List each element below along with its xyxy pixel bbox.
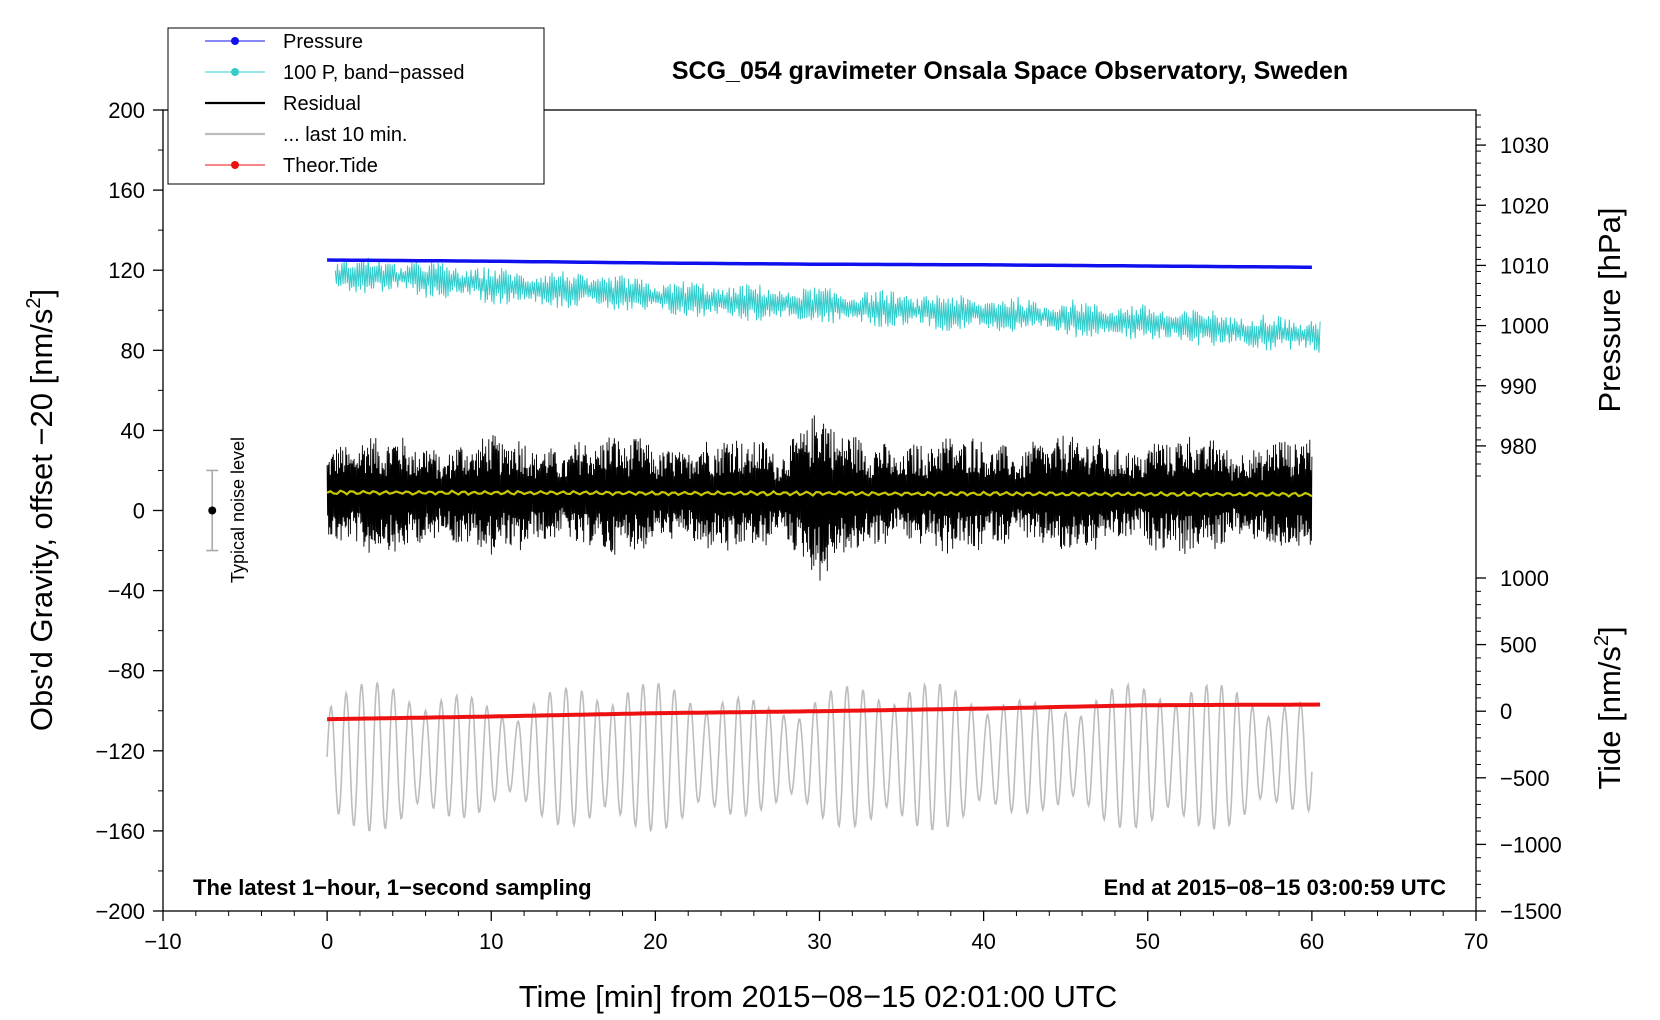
legend-box xyxy=(167,27,545,185)
tide-tick-label: −1500 xyxy=(1500,899,1562,924)
pressure-tick-label: 980 xyxy=(1500,434,1537,459)
legend-label: Pressure xyxy=(283,31,363,53)
y-tick-label: 120 xyxy=(108,258,145,283)
legend-label: ... last 10 min. xyxy=(283,124,408,146)
y-axis-left-title: Obs'd Gravity, offset −20 [nm/s2] xyxy=(23,289,59,731)
series-last-10-min xyxy=(326,681,1313,833)
pressure-tick-label: 990 xyxy=(1500,374,1537,399)
pressure-tick-label: 1000 xyxy=(1500,314,1549,339)
x-tick-label: 0 xyxy=(321,929,333,954)
tide-tick-label: −1000 xyxy=(1500,832,1562,857)
legend-marker xyxy=(231,37,239,45)
y-tick-label: 40 xyxy=(121,418,145,443)
x-tick-label: 10 xyxy=(479,929,503,954)
series-100p-band-passed xyxy=(334,257,1321,353)
x-tick-label: 60 xyxy=(1300,929,1324,954)
y-tick-label: −80 xyxy=(108,659,145,684)
noise-bar: Typical noise level xyxy=(206,437,248,583)
annotation-end-time: End at 2015−08−15 03:00:59 UTC xyxy=(1104,875,1447,900)
tide-tick-label: 1000 xyxy=(1500,566,1549,591)
legend-label: 100 P, band−passed xyxy=(283,62,464,84)
y-axis-left-title-main: Obs'd Gravity, offset −20 [nm/s xyxy=(24,309,59,732)
y-tick-label: −200 xyxy=(95,899,145,924)
y-tick-label: 0 xyxy=(133,499,145,524)
y-tick-label: 80 xyxy=(121,338,145,363)
y-tick-label: 200 xyxy=(108,98,145,123)
series-pressure xyxy=(327,258,1312,269)
y-tick-label: −160 xyxy=(95,819,145,844)
tide-axis-title: Tide [nm/s2] xyxy=(1591,626,1627,789)
tide-tick-label: −500 xyxy=(1500,766,1550,791)
y-tick-label: −40 xyxy=(108,579,145,604)
tide-tick-label: 500 xyxy=(1500,633,1537,658)
series-mean-residual xyxy=(326,489,1313,498)
series-layer xyxy=(326,257,1321,833)
noise-bar-dot xyxy=(208,506,217,515)
legend-entries: Pressure 100 P, band−passed Residual ... la… xyxy=(205,31,464,177)
series-residual xyxy=(326,415,1313,581)
x-tick-label: 50 xyxy=(1136,929,1160,954)
y-axis-left-title-sup: 2 xyxy=(23,297,45,308)
series-theoretical-tide xyxy=(327,702,1321,722)
x-axis-title: Time [min] from 2015−08−15 02:01:00 UTC xyxy=(519,979,1118,1014)
pressure-tick-label: 1020 xyxy=(1500,193,1549,218)
x-tick-label: 40 xyxy=(971,929,995,954)
legend-label: Theor.Tide xyxy=(283,155,378,177)
tide-axis-title-main: Tide [nm/s xyxy=(1592,646,1627,790)
y-axis-left-title-end: ] xyxy=(24,289,59,298)
x-tick-label: 20 xyxy=(643,929,667,954)
legend: Pressure 100 P, band−passed Residual ... la… xyxy=(167,27,545,185)
legend-marker xyxy=(231,68,239,76)
noise-bar-label: Typical noise level xyxy=(228,437,248,583)
pressure-axis-title: Pressure [hPa] xyxy=(1592,207,1627,412)
axes-layer: −10 0 10 20 30 40 50 60 70−200−160−120−80−400408… xyxy=(95,98,1561,954)
annotation-sampling: The latest 1−hour, 1−second sampling xyxy=(193,875,592,900)
y-tick-label: −120 xyxy=(95,739,145,764)
x-tick-label: −10 xyxy=(144,929,181,954)
tide-tick-label: 0 xyxy=(1500,699,1512,724)
legend-marker xyxy=(231,161,239,169)
x-tick-label: 30 xyxy=(807,929,831,954)
pressure-tick-label: 1030 xyxy=(1500,133,1549,158)
tide-axis-title-sup: 2 xyxy=(1591,635,1613,646)
y-tick-label: 160 xyxy=(108,178,145,203)
tide-axis-title-end: ] xyxy=(1592,626,1627,635)
x-tick-label: 70 xyxy=(1464,929,1488,954)
chart-title: SCG_054 gravimeter Onsala Space Observat… xyxy=(672,57,1348,85)
pressure-tick-label: 1010 xyxy=(1500,253,1549,278)
legend-label: Residual xyxy=(283,93,361,115)
